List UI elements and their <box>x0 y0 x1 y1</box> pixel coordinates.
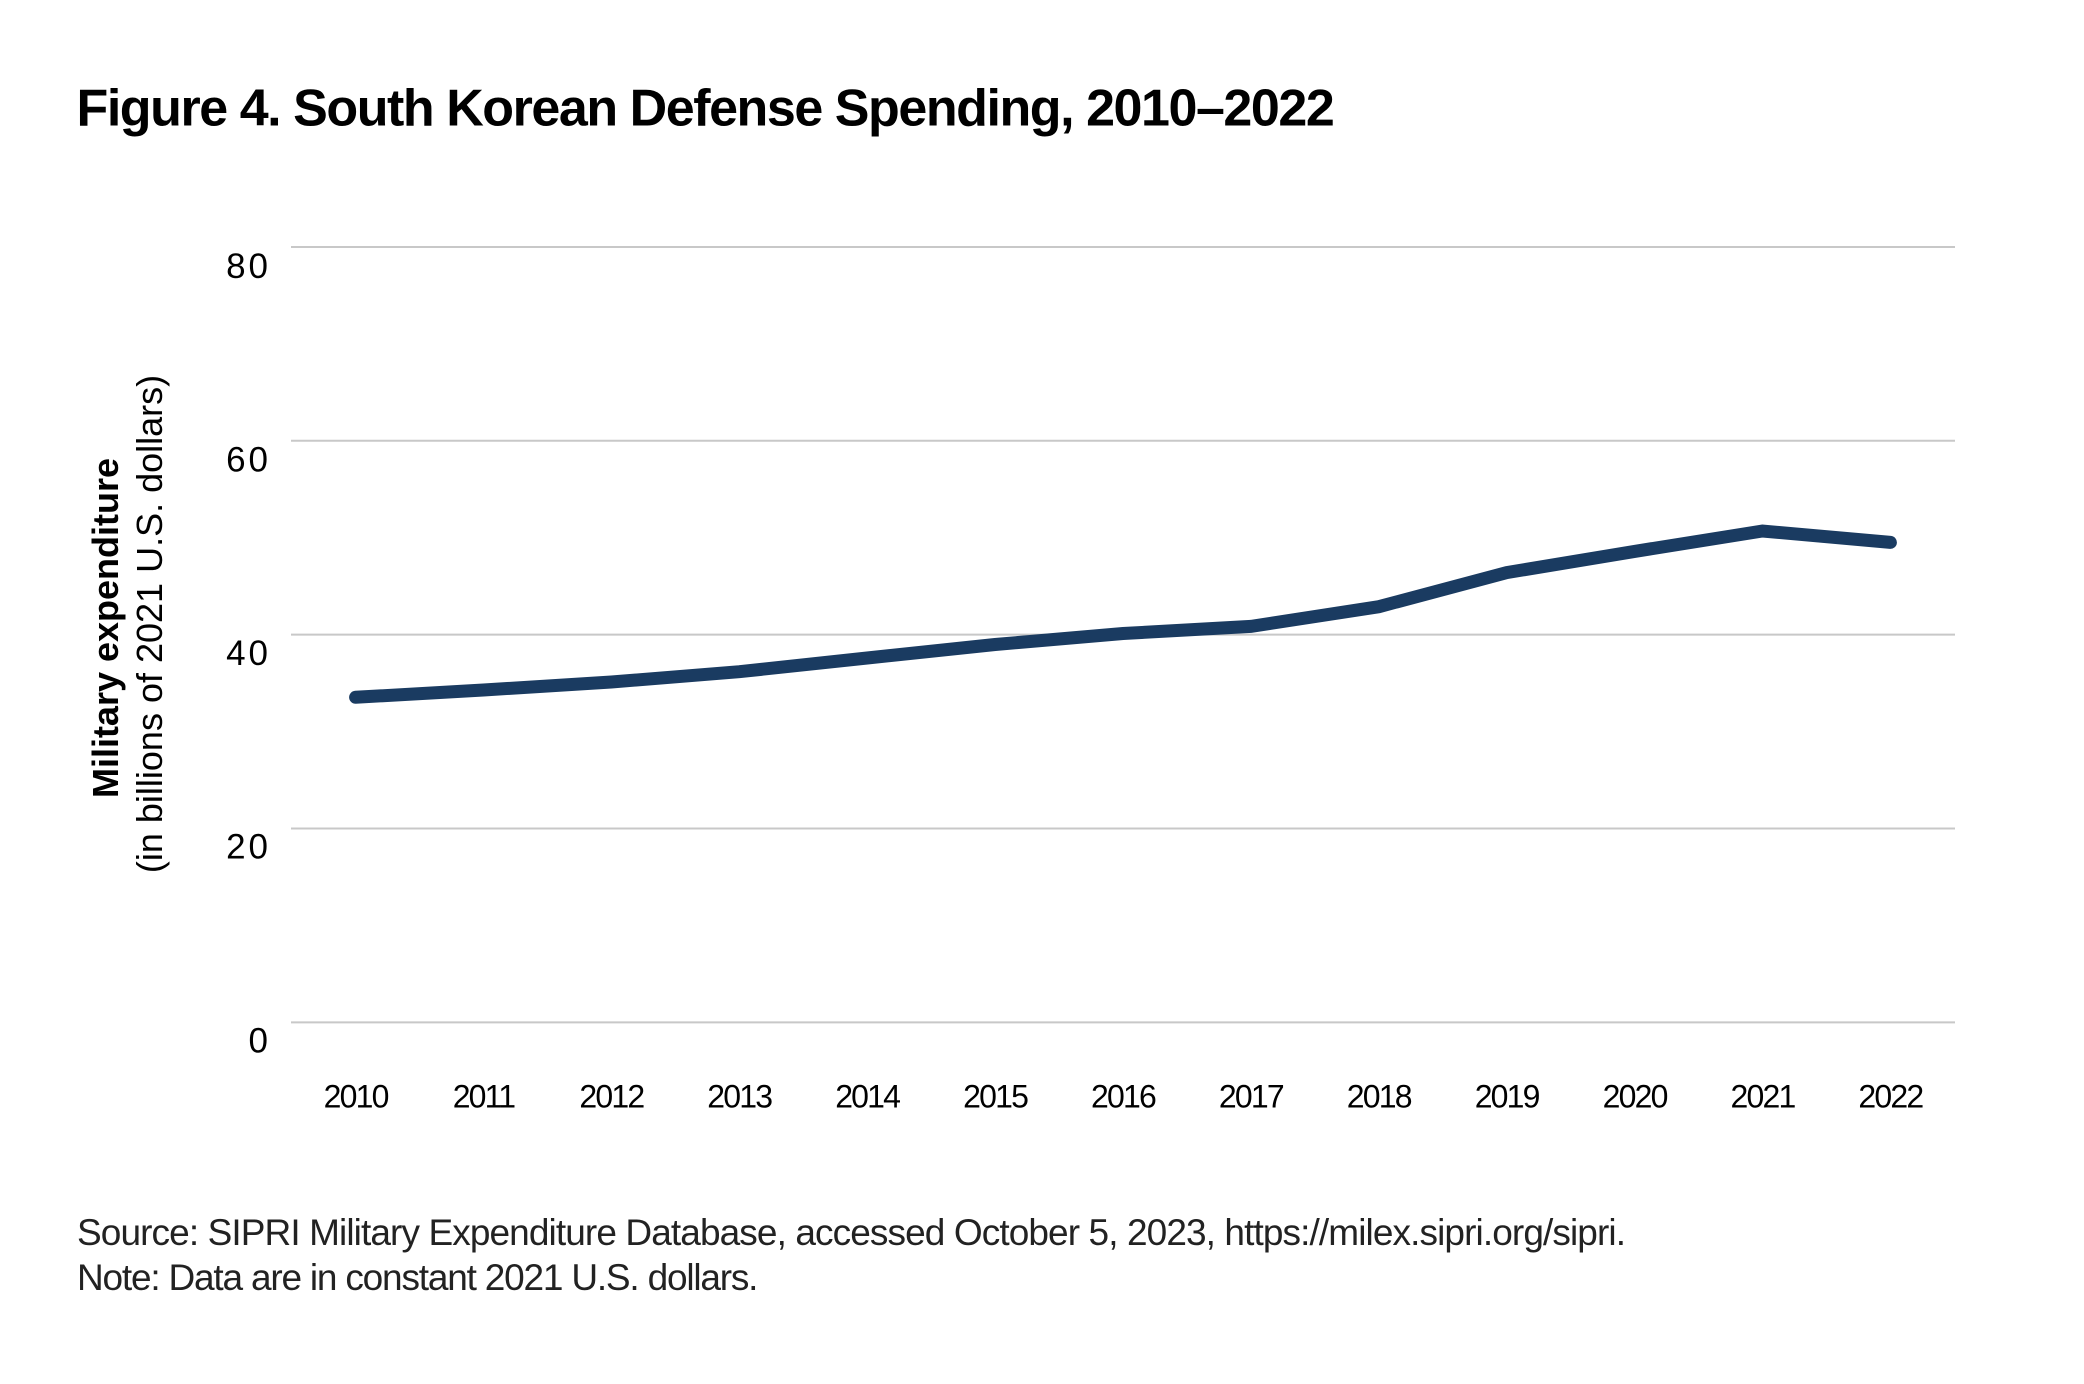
svg-text:20: 20 <box>226 828 271 867</box>
svg-text:2014: 2014 <box>835 1079 900 1115</box>
svg-text:Military expenditure: Military expenditure <box>85 458 126 798</box>
svg-text:Figure 4. South Korean Defense: Figure 4. South Korean Defense Spending,… <box>77 80 1334 138</box>
svg-text:2018: 2018 <box>1347 1079 1412 1115</box>
svg-text:0: 0 <box>249 1021 271 1060</box>
svg-text:2012: 2012 <box>579 1079 644 1115</box>
svg-text:2022: 2022 <box>1858 1079 1923 1115</box>
svg-text:Note: Data are in constant 202: Note: Data are in constant 2021 U.S. dol… <box>77 1257 757 1298</box>
svg-text:60: 60 <box>226 440 271 479</box>
svg-text:2015: 2015 <box>963 1079 1028 1115</box>
svg-text:Source: SIPRI Military Expendi: Source: SIPRI Military Expenditure Datab… <box>77 1212 1625 1253</box>
svg-text:2020: 2020 <box>1603 1079 1668 1115</box>
svg-text:2013: 2013 <box>707 1079 772 1115</box>
svg-text:2010: 2010 <box>324 1079 389 1115</box>
svg-text:2016: 2016 <box>1091 1079 1156 1115</box>
svg-text:80: 80 <box>226 247 271 286</box>
svg-text:(in billions of 2021 U.S. doll: (in billions of 2021 U.S. dollars) <box>129 375 170 873</box>
svg-text:40: 40 <box>226 634 271 673</box>
svg-text:2017: 2017 <box>1219 1079 1284 1115</box>
svg-text:2011: 2011 <box>453 1079 516 1115</box>
svg-text:2021: 2021 <box>1731 1079 1796 1115</box>
svg-text:2019: 2019 <box>1475 1079 1540 1115</box>
